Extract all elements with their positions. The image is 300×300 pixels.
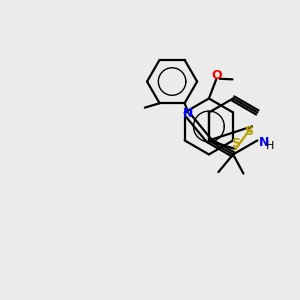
Text: S: S xyxy=(244,125,253,138)
Text: H: H xyxy=(266,141,274,151)
Text: O: O xyxy=(211,69,222,82)
Text: N: N xyxy=(259,136,269,149)
Text: S: S xyxy=(231,137,240,150)
Text: N: N xyxy=(183,107,194,120)
